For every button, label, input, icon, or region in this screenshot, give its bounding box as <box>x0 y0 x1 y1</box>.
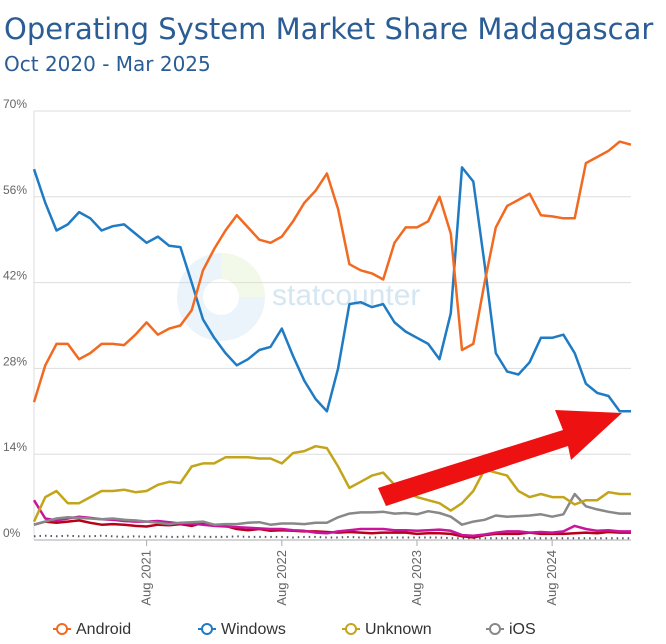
y-tick-label: 0% <box>3 526 21 540</box>
watermark-logo-hole <box>203 279 239 315</box>
legend: Android Windows Unknown iOS <box>53 621 536 638</box>
red-arrow-icon <box>378 410 622 506</box>
watermark-text: statcounter <box>272 279 420 312</box>
x-tick-label: Aug 2023 <box>409 550 424 606</box>
trend-arrow-annotation <box>378 410 622 506</box>
y-tick-label: 14% <box>3 440 27 454</box>
x-tick-label: Aug 2021 <box>139 550 154 606</box>
legend-marker-icon <box>345 623 357 635</box>
series-line-windows <box>32 166 631 413</box>
x-axis-ticks: Aug 2021 Aug 2022 Aug 2023 Aug 2024 <box>139 540 559 606</box>
y-tick-label: 42% <box>3 269 27 283</box>
legend-item-android[interactable]: Android <box>76 621 131 638</box>
watermark-logo-icon <box>177 253 265 341</box>
series-line-linux <box>32 499 631 537</box>
legend-item-windows[interactable]: Windows <box>221 621 286 638</box>
legend-item-ios[interactable]: iOS <box>509 621 536 638</box>
y-tick-label: 70% <box>3 97 27 111</box>
chart-title: Operating System Market Share Madagascar <box>4 12 654 46</box>
series-line-unknown <box>32 444 631 523</box>
watermark-logo-segment <box>221 253 265 297</box>
statcounter-watermark: statcounter <box>177 253 420 341</box>
y-axis-ticks: 0% 14% 28% 42% 56% 70% <box>3 97 27 540</box>
chart-subtitle: Oct 2020 - Mar 2025 <box>4 52 211 76</box>
x-tick-label: Aug 2024 <box>544 550 559 606</box>
series-line-android <box>32 140 632 403</box>
grid-lines <box>33 110 631 541</box>
x-tick-label: Aug 2022 <box>274 550 289 606</box>
series-line-os-x <box>33 519 631 539</box>
series-line-ios <box>33 492 631 526</box>
legend-marker-icon <box>56 623 68 635</box>
y-tick-label: 56% <box>3 183 27 197</box>
y-tick-label: 28% <box>3 354 27 368</box>
legend-item-unknown[interactable]: Unknown <box>365 621 432 638</box>
legend-marker-icon <box>489 623 501 635</box>
legend-marker-icon <box>201 623 213 635</box>
series-line-other <box>33 534 631 540</box>
series-lines <box>32 140 632 540</box>
